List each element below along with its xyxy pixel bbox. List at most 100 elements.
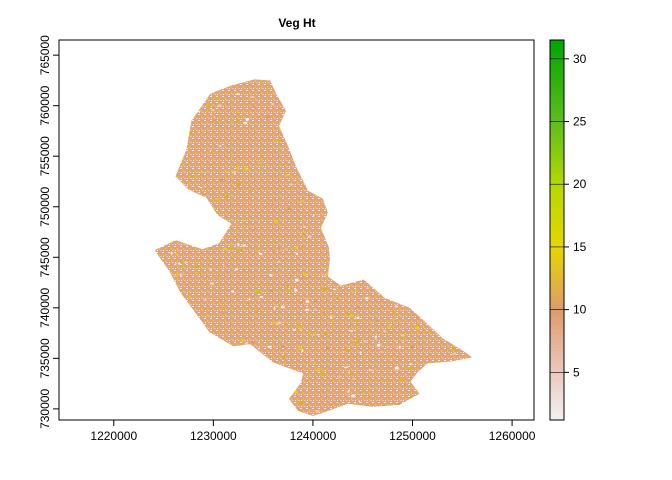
colorbar-segment	[550, 236, 564, 241]
colorbar-segment	[550, 68, 564, 73]
raster-speckle	[216, 98, 219, 101]
y-tick-label: 765000	[38, 35, 52, 75]
colorbar-segment	[550, 369, 564, 374]
raster-speckle	[107, 141, 110, 143]
raster-speckle	[113, 88, 117, 89]
raster-speckle	[254, 150, 257, 152]
raster-speckle	[504, 190, 505, 191]
raster-speckle	[85, 88, 86, 90]
raster-speckle	[71, 417, 75, 419]
raster-speckle	[383, 230, 386, 234]
vegetation-height-raster	[60, 41, 524, 419]
raster-speckle	[346, 75, 348, 77]
raster-speckle	[511, 144, 512, 147]
raster-speckle	[155, 296, 157, 299]
raster-speckle	[422, 151, 426, 155]
raster-speckle	[390, 157, 393, 160]
raster-speckle	[465, 97, 470, 100]
raster-speckle	[452, 185, 454, 188]
raster-speckle	[179, 228, 182, 232]
raster-speckle	[353, 279, 357, 281]
raster-speckle	[277, 260, 280, 263]
raster-speckle	[144, 123, 145, 125]
raster-speckle	[256, 290, 260, 294]
raster-speckle	[336, 131, 339, 134]
raster-speckle	[345, 349, 349, 353]
raster-speckle	[301, 232, 305, 235]
raster-speckle	[275, 323, 278, 325]
raster-speckle	[417, 157, 419, 159]
raster-speckle	[73, 95, 76, 96]
raster-speckle	[298, 301, 303, 304]
raster-speckle	[437, 355, 439, 357]
colorbar-segment	[550, 249, 564, 253]
x-tick-label: 1240000	[290, 429, 337, 443]
raster-speckle	[280, 305, 285, 309]
raster-speckle	[195, 406, 198, 409]
raster-speckle	[189, 372, 193, 376]
raster-speckle	[251, 377, 254, 379]
raster-speckle	[357, 217, 362, 221]
raster-speckle	[202, 220, 205, 223]
raster-speckle	[401, 336, 406, 338]
raster-speckle	[317, 334, 319, 336]
raster-speckle	[498, 335, 501, 337]
raster-speckle	[322, 275, 324, 278]
raster-speckle	[472, 218, 473, 221]
raster-speckle	[483, 254, 487, 256]
raster-speckle	[367, 193, 370, 195]
raster-speckle	[190, 387, 193, 389]
raster-speckle	[294, 278, 299, 282]
raster-speckle	[194, 204, 197, 208]
colorbar-segment	[550, 306, 564, 310]
raster-speckle	[408, 167, 412, 170]
raster-speckle	[520, 218, 524, 221]
colorbar-segment	[550, 112, 564, 117]
raster-speckle	[265, 385, 268, 388]
raster-speckle	[387, 220, 391, 222]
raster-speckle	[180, 315, 182, 318]
raster-speckle	[215, 197, 220, 200]
raster-speckle	[447, 205, 450, 207]
raster-speckle	[417, 323, 420, 326]
raster-speckle	[73, 71, 74, 72]
raster-speckle	[386, 213, 388, 215]
raster-speckle	[203, 310, 205, 313]
raster-speckle	[60, 158, 63, 159]
raster-speckle	[287, 207, 291, 211]
raster-speckle	[491, 77, 493, 80]
raster-speckle	[387, 148, 391, 151]
colorbar-segment	[550, 106, 564, 111]
raster-speckle	[271, 204, 273, 207]
raster-speckle	[276, 140, 278, 143]
raster-speckle	[238, 386, 241, 389]
raster-speckle	[193, 215, 196, 219]
colorbar-segment	[550, 293, 564, 298]
raster-speckle	[84, 303, 86, 306]
raster-speckle	[71, 377, 74, 378]
raster-speckle	[197, 407, 200, 410]
raster-speckle	[225, 194, 229, 198]
raster-speckle	[205, 188, 208, 190]
raster-speckle	[368, 369, 373, 372]
raster-speckle	[484, 125, 487, 128]
raster-speckle	[245, 115, 248, 117]
raster-speckle	[305, 136, 309, 138]
colorbar-segment	[550, 87, 564, 92]
raster-speckle	[325, 208, 328, 210]
raster-speckle	[84, 41, 88, 44]
raster-speckle	[301, 277, 304, 280]
raster-speckle	[196, 316, 199, 318]
raster-speckle	[229, 70, 231, 73]
colorbar-segment	[550, 375, 564, 380]
raster-speckle	[158, 254, 160, 257]
raster-speckle	[420, 144, 422, 147]
colorbar-segment	[550, 261, 564, 266]
raster-speckle	[269, 273, 273, 277]
raster-speckle	[325, 273, 329, 276]
colorbar-segment	[550, 391, 564, 396]
raster-speckle	[295, 202, 297, 205]
raster-speckle	[490, 279, 493, 281]
raster-speckle	[389, 295, 392, 299]
raster-speckle	[495, 42, 499, 44]
